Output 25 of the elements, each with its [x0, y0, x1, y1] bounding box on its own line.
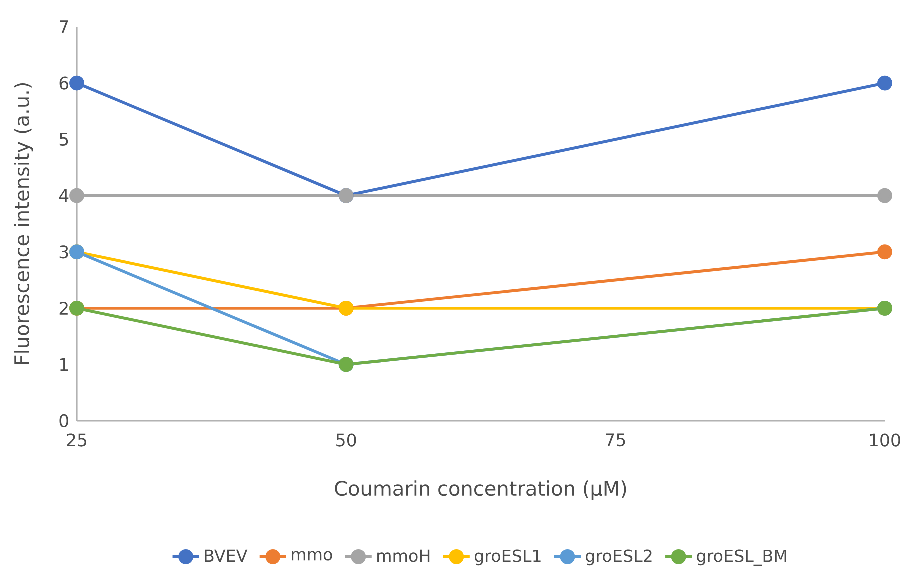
- y-tick-label: 4: [59, 190, 69, 202]
- x-tick-label: 75: [606, 434, 626, 447]
- y-tick-label: 0: [60, 414, 68, 428]
- point: [878, 76, 892, 91]
- legend-label: BVEV: [205, 550, 248, 562]
- y-tick-label: 5: [60, 133, 68, 146]
- x-tick-label: 50: [336, 434, 356, 447]
- y-tick-label: 7: [60, 20, 68, 34]
- legend-label: groESL_BM: [697, 550, 786, 566]
- x-tick-label: 100: [870, 434, 900, 447]
- y-axis-title: Fluorescence intensity (a.u.): [14, 83, 34, 364]
- y-tick-label: 3: [60, 246, 68, 259]
- legend-label: mmo: [292, 551, 332, 561]
- point: [70, 76, 84, 91]
- y-tick-label: 6: [60, 76, 69, 90]
- y-tick-label: 1: [60, 358, 68, 372]
- x-tick-label: 25: [67, 434, 87, 447]
- point: [70, 188, 84, 204]
- y-tick-label: 2: [60, 302, 68, 315]
- legend-label: groESL2: [586, 550, 652, 566]
- legend-label: groESL1: [474, 550, 541, 566]
- point: [878, 188, 892, 204]
- legend-label: mmoH: [378, 550, 430, 562]
- point: [878, 244, 892, 260]
- x-axis-title: Coumarin concentration (µM): [335, 480, 626, 500]
